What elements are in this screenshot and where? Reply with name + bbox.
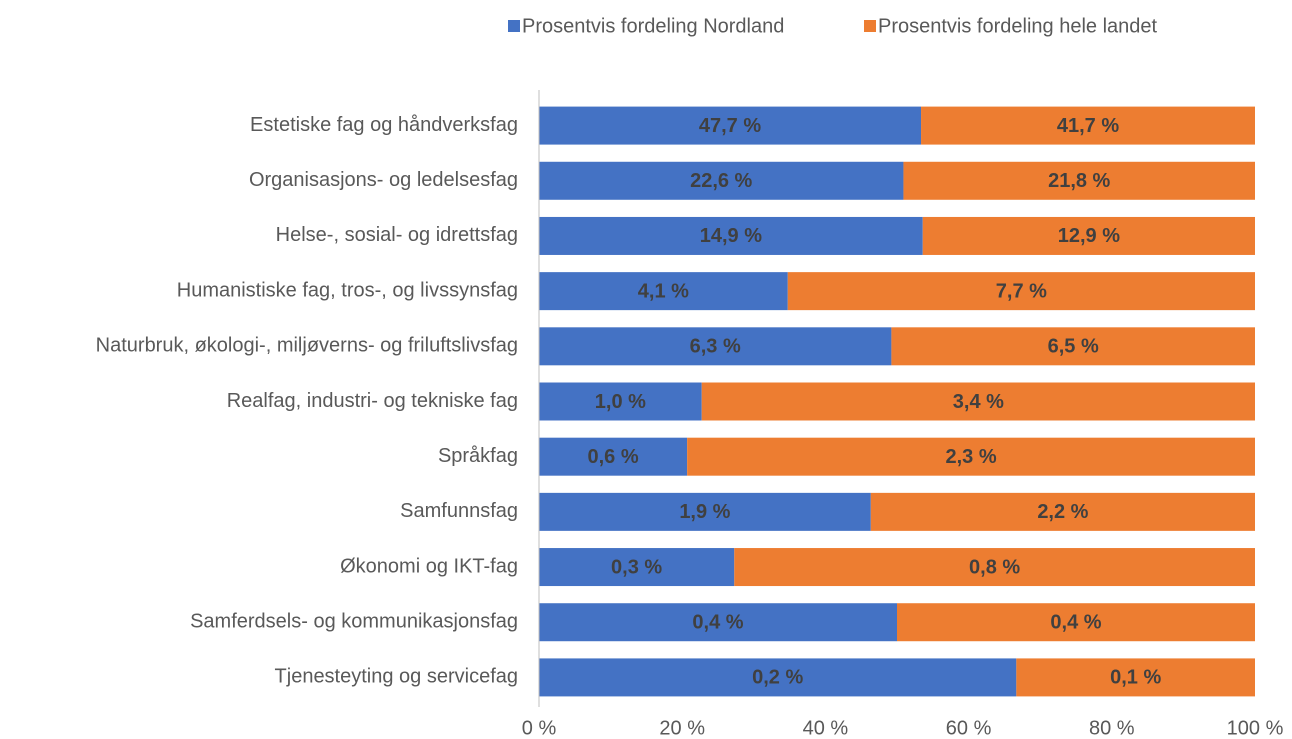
bar-segment [891, 327, 1255, 366]
data-label: 2,2 % [1037, 501, 1088, 523]
y-tick-label: Økonomi og IKT-fag [340, 555, 518, 577]
bar-segment [787, 272, 1255, 311]
bar-segment [687, 437, 1255, 476]
data-label: 41,7 % [1057, 115, 1119, 137]
data-label: 21,8 % [1048, 170, 1110, 192]
data-label: 7,7 % [996, 280, 1047, 302]
data-label: 3,4 % [953, 391, 1004, 413]
x-tick-label: 60 % [946, 717, 992, 739]
data-label: 0,3 % [611, 556, 662, 578]
y-tick-label: Tjenesteyting og servicefag [275, 666, 518, 688]
data-label: 0,1 % [1110, 667, 1161, 689]
data-label: 47,7 % [699, 115, 761, 137]
y-tick-label: Samferdsels- og kommunikasjonsfag [190, 611, 518, 633]
bar-segment [539, 161, 904, 200]
bar-segment [539, 106, 922, 145]
x-tick-label: 20 % [659, 717, 705, 739]
legend-swatch [508, 20, 520, 32]
bar-segment [921, 106, 1255, 145]
bar-segment [539, 548, 735, 587]
data-label: 2,3 % [945, 446, 996, 468]
bar-segment [701, 382, 1255, 421]
bar-segment [539, 437, 688, 476]
y-tick-label: Organisasjons- og ledelsesfag [249, 169, 518, 191]
data-label: 0,2 % [752, 667, 803, 689]
bar-segment [539, 272, 788, 311]
data-label: 14,9 % [700, 225, 762, 247]
data-label: 22,6 % [690, 170, 752, 192]
data-label: 0,4 % [692, 612, 743, 634]
bar-segment [897, 603, 1255, 642]
data-label: 6,5 % [1048, 336, 1099, 358]
y-tick-label: Estetiske fag og håndverksfag [250, 114, 518, 136]
bar-segment [539, 492, 871, 531]
x-tick-label: 0 % [522, 717, 557, 739]
bar-segment [539, 658, 1017, 697]
bar-segment [1016, 658, 1255, 697]
data-label: 12,9 % [1058, 225, 1120, 247]
bar-segment [734, 548, 1255, 587]
x-tick-label: 40 % [803, 717, 849, 739]
y-tick-label: Realfag, industri- og tekniske fag [227, 390, 518, 412]
bar-segment [539, 603, 897, 642]
y-tick-label: Helse-, sosial- og idrettsfag [276, 224, 518, 246]
data-label: 0,8 % [969, 556, 1020, 578]
data-label: 1,9 % [679, 501, 730, 523]
y-tick-label: Samfunnsfag [400, 500, 518, 522]
data-label: 6,3 % [690, 336, 741, 358]
x-tick-label: 100 % [1227, 717, 1284, 739]
legend-swatch [864, 20, 876, 32]
legend-label: Prosentvis fordeling Nordland [522, 15, 784, 37]
bar-segment [539, 382, 702, 421]
data-label: 0,4 % [1050, 612, 1101, 634]
legend-label: Prosentvis fordeling hele landet [878, 15, 1158, 37]
y-tick-label: Humanistiske fag, tros-, og livssynsfag [177, 279, 518, 301]
y-tick-label: Naturbruk, økologi-, miljøverns- og fril… [96, 335, 518, 357]
bar-segment [870, 492, 1255, 531]
bar-segment [922, 216, 1255, 255]
bar-segment [903, 161, 1255, 200]
data-label: 0,6 % [587, 446, 638, 468]
y-tick-label: Språkfag [438, 445, 518, 467]
data-label: 4,1 % [638, 280, 689, 302]
data-label: 1,0 % [595, 391, 646, 413]
bar-segment [539, 216, 923, 255]
bar-segment [539, 327, 892, 366]
x-tick-label: 80 % [1089, 717, 1135, 739]
